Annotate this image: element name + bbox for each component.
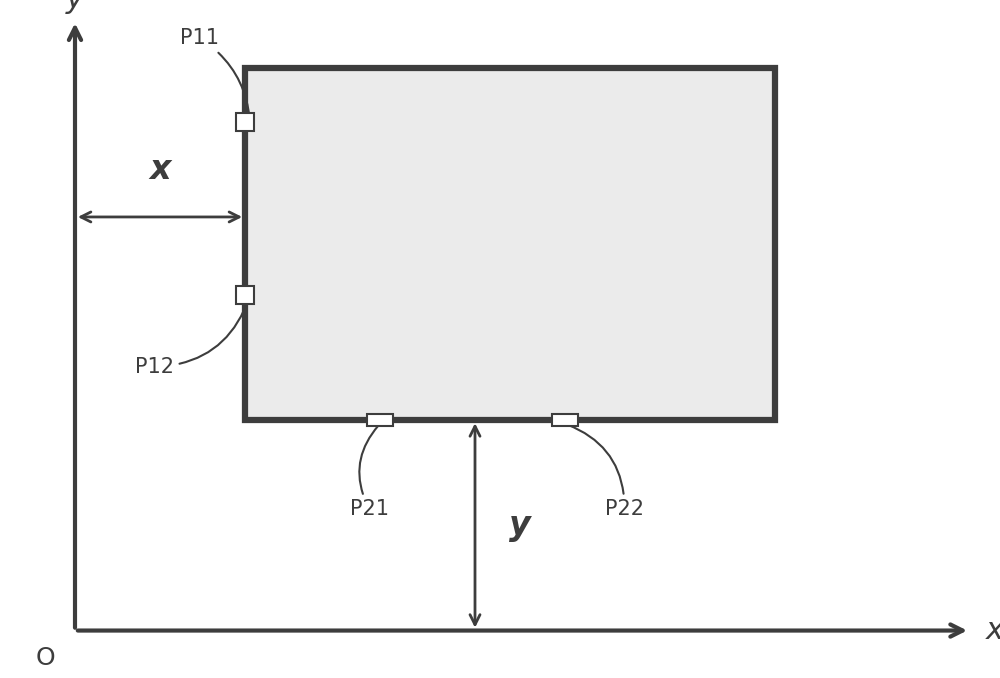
Bar: [245, 68, 775, 420]
Text: x: x: [986, 616, 1000, 645]
Text: P22: P22: [568, 424, 644, 519]
Bar: [367, 414, 393, 426]
Text: O: O: [35, 645, 55, 670]
Bar: [236, 113, 254, 131]
Text: x: x: [149, 153, 171, 186]
Text: y: y: [66, 0, 84, 14]
Bar: [236, 286, 254, 304]
Text: P21: P21: [350, 426, 389, 519]
Text: P11: P11: [180, 28, 250, 119]
Text: y: y: [509, 509, 531, 542]
Bar: [552, 414, 578, 426]
Text: P12: P12: [135, 298, 249, 377]
